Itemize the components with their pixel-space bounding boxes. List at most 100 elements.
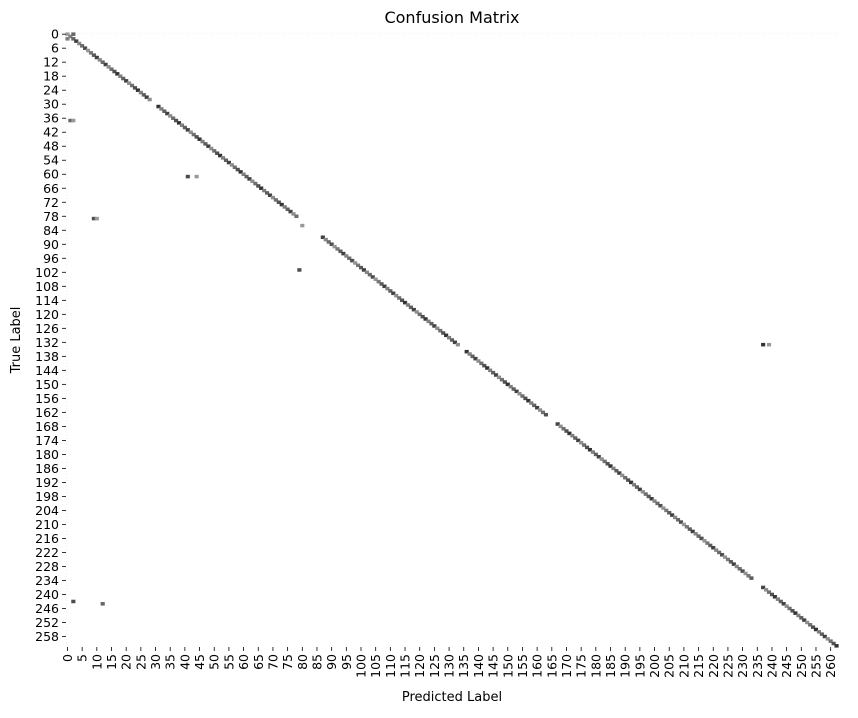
x-tick-label: 50 xyxy=(207,654,222,670)
diagonal-cell xyxy=(291,212,296,216)
diagonal-cell xyxy=(379,282,384,286)
y-tick-label: 60 xyxy=(43,167,59,182)
diagonal-cell xyxy=(97,58,102,62)
diagonal-cell xyxy=(825,637,830,641)
diagonal-cell xyxy=(631,482,637,487)
y-tick-label: 114 xyxy=(35,293,59,308)
y-tick-label: 222 xyxy=(35,545,59,560)
diagonal-cell xyxy=(614,468,619,473)
x-tick-label: 210 xyxy=(676,654,691,678)
diagonal-cell xyxy=(517,391,522,396)
diagonal-cell xyxy=(743,571,748,576)
diagonal-cell xyxy=(529,401,534,405)
y-tick-label: 108 xyxy=(35,279,59,294)
diagonal-cell xyxy=(535,405,540,410)
diagonal-cell xyxy=(326,240,331,244)
x-tick-label: 185 xyxy=(603,654,618,678)
diagonal-cell xyxy=(250,179,255,184)
diagonal-cell xyxy=(344,254,349,258)
diagonal-cell xyxy=(182,125,187,130)
y-tick-label: 258 xyxy=(35,629,59,644)
diagonal-cell xyxy=(749,576,754,580)
diagonal-cell xyxy=(761,585,766,590)
x-tick-label: 140 xyxy=(471,654,486,678)
diagonal-cell xyxy=(118,74,123,78)
diagonal-cell xyxy=(270,195,276,200)
y-tick-label: 228 xyxy=(35,559,59,574)
diagonal-cell xyxy=(473,356,478,361)
diagonal-cell xyxy=(247,177,252,181)
y-tick-label: 252 xyxy=(35,615,59,630)
diagonal-cell xyxy=(429,321,434,326)
diagonal-cell xyxy=(452,340,458,345)
y-tick-label: 144 xyxy=(35,363,59,378)
y-tick-label: 240 xyxy=(35,587,59,602)
diagonal-cell xyxy=(135,88,140,92)
diagonal-cell xyxy=(523,396,528,401)
diagonal-cell xyxy=(115,72,120,76)
faint-cell-grid xyxy=(65,32,838,647)
diagonal-cell xyxy=(567,431,572,436)
x-tick-label: 110 xyxy=(383,654,398,678)
diagonal-cell xyxy=(485,366,490,370)
y-tick-label: 78 xyxy=(43,209,59,224)
diagonal-cell xyxy=(402,300,408,305)
diagonal-cell xyxy=(203,142,208,146)
y-tick-label: 180 xyxy=(35,447,59,462)
x-tick-label: 125 xyxy=(427,654,442,678)
x-tick-label: 95 xyxy=(339,654,354,670)
diagonal-cell xyxy=(129,83,135,88)
diagonal-cell xyxy=(628,480,634,485)
y-axis-label: True Label xyxy=(9,307,24,375)
diagonal-cell xyxy=(690,529,695,534)
y-tick-label: 120 xyxy=(35,307,59,322)
x-tick-label: 250 xyxy=(794,654,809,678)
diagonal-cell xyxy=(573,436,578,440)
x-tick-label: 0 xyxy=(60,654,75,662)
diagonal-cell xyxy=(188,130,193,134)
x-tick-label: 105 xyxy=(368,654,383,678)
diagonal-cell xyxy=(564,429,569,433)
diagonal-cell xyxy=(391,291,396,296)
diagonal-cell xyxy=(347,256,352,261)
x-tick-label: 165 xyxy=(544,654,559,678)
diagonal-cell xyxy=(438,328,443,333)
diagonal-cell xyxy=(652,499,657,503)
x-tick-label: 90 xyxy=(324,654,339,670)
diagonal-cell xyxy=(220,156,226,160)
diagonal-cell xyxy=(370,275,375,279)
diagonal-cell xyxy=(599,457,604,461)
diagonal-cell xyxy=(449,338,455,342)
y-tick-label: 126 xyxy=(35,321,59,336)
diagonal-cell xyxy=(376,279,381,284)
diagonal-cell xyxy=(793,611,798,615)
y-tick-label: 216 xyxy=(35,531,59,546)
diagonal-cell xyxy=(156,104,161,109)
diagonal-cell xyxy=(91,53,96,57)
diagonal-cell xyxy=(582,443,587,447)
x-tick-label: 120 xyxy=(412,654,427,678)
off-diagonal-cell xyxy=(100,602,105,606)
y-tick-label: 156 xyxy=(35,391,59,406)
off-diagonal-cell xyxy=(68,118,73,123)
off-diagonal-cell xyxy=(194,174,199,179)
diagonal-cell xyxy=(526,398,531,403)
diagonal-cell xyxy=(329,242,334,247)
diagonal-cell xyxy=(335,247,340,251)
diagonal-cell xyxy=(179,123,185,127)
diagonal-cell xyxy=(537,408,543,412)
diagonal-cell xyxy=(282,205,287,209)
diagonal-cell xyxy=(218,153,223,158)
y-tick-label: 192 xyxy=(35,475,59,490)
y-tick-label: 90 xyxy=(43,237,59,252)
x-tick-label: 55 xyxy=(221,654,236,670)
diagonal-cell xyxy=(705,541,710,545)
diagonal-cell xyxy=(579,440,584,445)
diagonal-cell xyxy=(722,555,728,559)
diagonal-cell xyxy=(778,599,783,604)
diagonal-cell xyxy=(584,445,590,450)
diagonal-cell xyxy=(385,286,390,291)
diagonal-cell xyxy=(420,314,425,319)
diagonal-cell xyxy=(532,403,537,408)
diagonal-cell xyxy=(479,361,484,366)
